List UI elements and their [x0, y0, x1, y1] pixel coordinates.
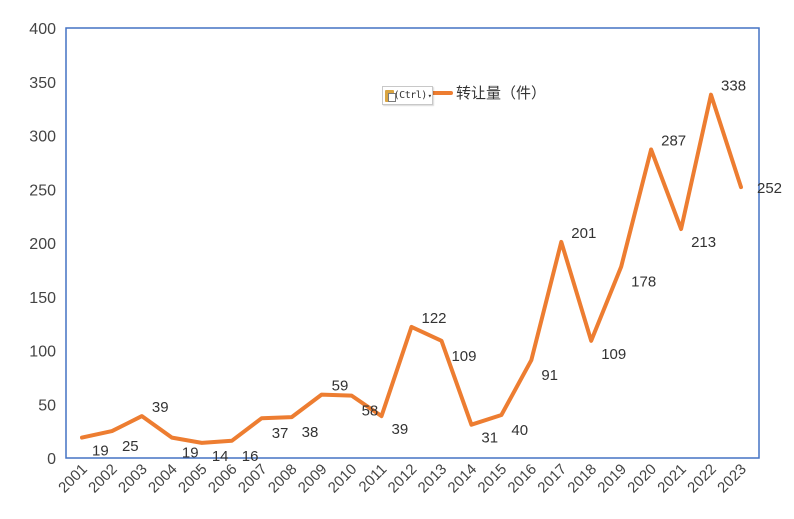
- x-tick-label: 2018: [564, 461, 600, 497]
- y-tick-label: 100: [29, 344, 56, 361]
- data-label: 59: [332, 378, 349, 395]
- x-tick-label: 2008: [265, 461, 301, 497]
- y-tick-label: 300: [29, 129, 56, 146]
- data-label: 109: [601, 346, 626, 363]
- data-label: 19: [182, 445, 199, 462]
- x-tick-label: 2003: [115, 461, 151, 497]
- data-label: 287: [661, 132, 686, 149]
- data-labels: 19 25 39 19 14 16 37 38 59 58 39 122 109 31 40 91 201 109…: [92, 78, 782, 465]
- y-tick-label: 150: [29, 290, 56, 307]
- x-tick-label: 2001: [55, 461, 91, 497]
- data-label: 40: [511, 422, 528, 439]
- data-label: 122: [422, 310, 447, 327]
- data-label: 31: [481, 430, 498, 447]
- data-label: 37: [272, 425, 289, 442]
- paste-options-label: (Ctrl): [393, 90, 428, 101]
- x-axis-ticks: 2001200220032004200520062007200820092010…: [55, 461, 750, 497]
- y-tick-label: 0: [47, 451, 56, 468]
- series-line: [80, 92, 743, 445]
- chevron-down-icon: ▾: [427, 91, 432, 100]
- legend: 转让量（件）: [431, 85, 546, 102]
- x-tick-label: 2006: [205, 461, 241, 497]
- data-label: 252: [757, 180, 782, 197]
- x-tick-label: 2021: [654, 461, 690, 497]
- clipboard-icon: [385, 89, 396, 102]
- x-tick-label: 2019: [594, 461, 630, 497]
- data-label: 213: [691, 234, 716, 251]
- data-label: 201: [571, 225, 596, 242]
- x-tick-label: 2013: [415, 461, 451, 497]
- paste-options-button[interactable]: (Ctrl) ▾: [382, 86, 433, 105]
- legend-label: 转让量（件）: [456, 85, 546, 102]
- data-label: 39: [392, 421, 409, 438]
- x-tick-label: 2004: [145, 461, 181, 497]
- x-tick-label: 2002: [85, 461, 121, 497]
- plot-area: [65, 27, 760, 459]
- x-tick-label: 2014: [445, 461, 481, 497]
- x-tick-label: 2022: [684, 461, 720, 497]
- y-tick-label: 50: [38, 397, 56, 414]
- data-label: 58: [362, 403, 379, 420]
- x-tick-label: 2017: [534, 461, 570, 497]
- data-label: 109: [451, 348, 476, 365]
- data-label: 38: [302, 424, 319, 441]
- x-tick-label: 2007: [235, 461, 271, 497]
- x-tick-label: 2016: [505, 461, 541, 497]
- y-tick-label: 400: [29, 21, 56, 38]
- data-label: 91: [541, 367, 558, 384]
- data-label: 39: [152, 399, 169, 416]
- x-tick-label: 2012: [385, 461, 421, 497]
- x-tick-label: 2011: [356, 461, 391, 496]
- data-label: 19: [92, 443, 109, 460]
- y-tick-label: 350: [29, 75, 56, 92]
- data-label: 338: [721, 78, 746, 95]
- y-axis-ticks: 0 50 100 150 200 250 300 350 400: [29, 21, 56, 468]
- x-tick-label: 2005: [175, 461, 211, 497]
- x-tick-label: 2020: [624, 461, 660, 497]
- x-tick-label: 2010: [325, 461, 361, 497]
- series-layer: [80, 92, 743, 445]
- y-tick-label: 250: [29, 182, 56, 199]
- y-tick-label: 200: [29, 236, 56, 253]
- data-label: 25: [122, 438, 139, 455]
- data-label: 16: [242, 448, 259, 465]
- x-tick-label: 2009: [295, 461, 331, 497]
- data-label: 14: [212, 448, 229, 465]
- x-tick-label: 2023: [714, 461, 750, 497]
- data-label: 178: [631, 274, 656, 291]
- x-tick-label: 2015: [475, 461, 511, 497]
